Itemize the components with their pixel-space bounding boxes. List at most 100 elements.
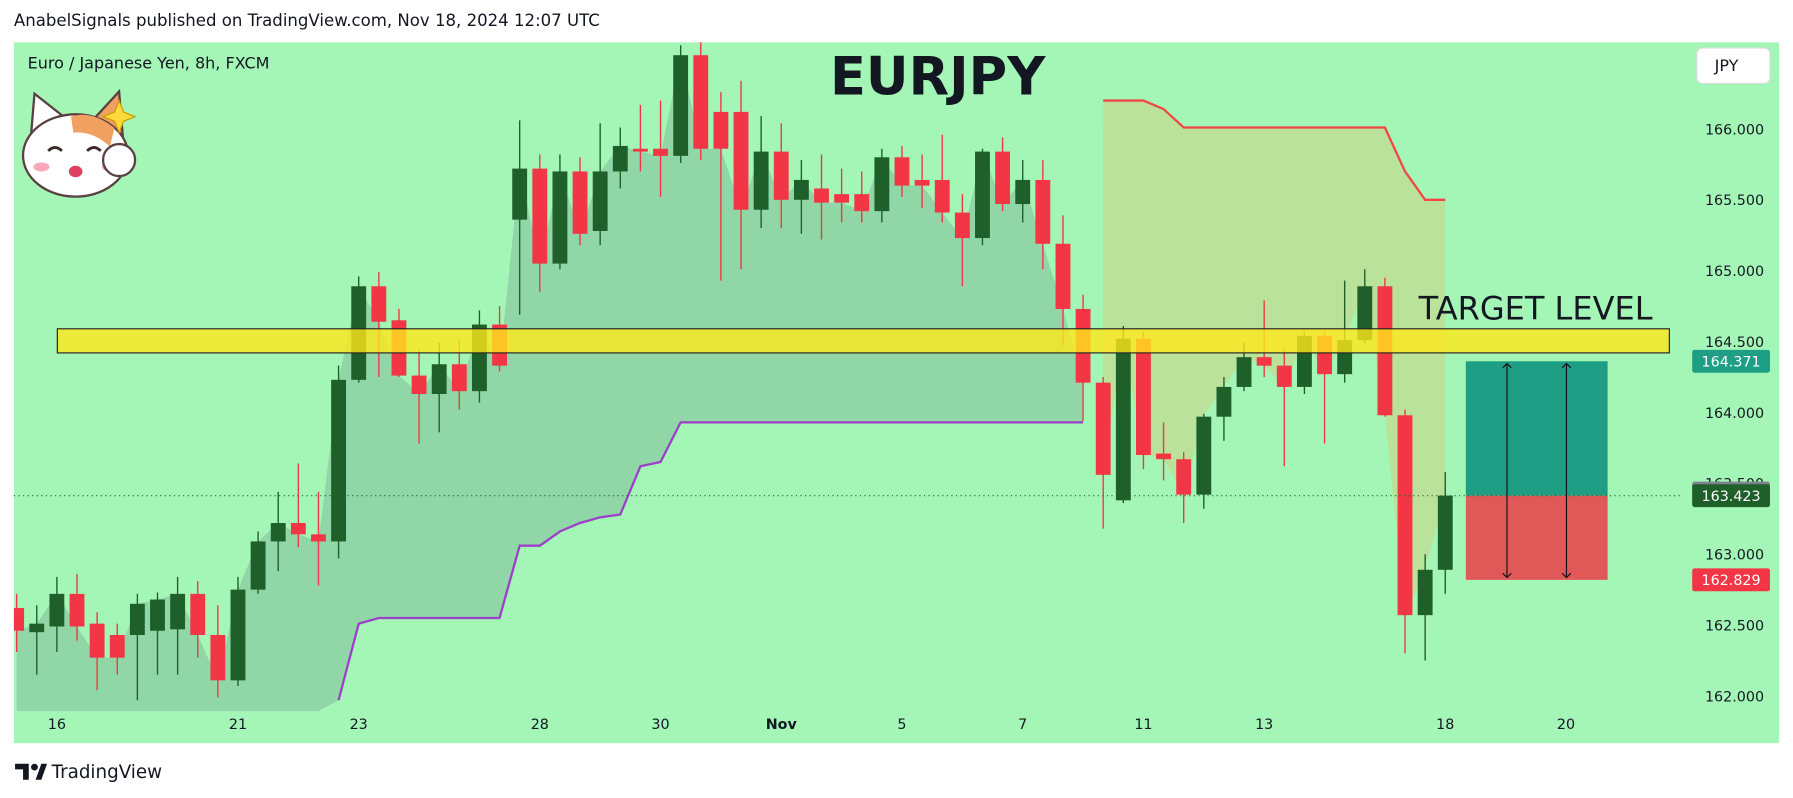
candle-body: [713, 111, 729, 149]
x-tick-label: 7: [1018, 717, 1027, 733]
candle-body: [673, 55, 689, 156]
chart-title: EURJPY: [830, 47, 1046, 108]
candle-body: [552, 171, 568, 264]
candle-body: [230, 589, 246, 681]
candle-body: [170, 593, 186, 630]
candle-body: [89, 623, 105, 658]
candle-body: [109, 634, 125, 658]
candle-body: [572, 171, 588, 234]
candle-body: [854, 194, 870, 212]
price-tag-label: 163.423: [1702, 489, 1761, 505]
candle-body: [1055, 243, 1071, 309]
y-tick-label: 165.500: [1705, 193, 1764, 209]
y-tick-label: 162.000: [1705, 689, 1764, 705]
candle-body: [1035, 179, 1051, 244]
candle-body: [1216, 386, 1232, 417]
candle-body: [270, 523, 286, 542]
candle-body: [1115, 338, 1131, 501]
candle-body: [1095, 382, 1111, 475]
y-tick-label: 164.000: [1705, 406, 1764, 422]
candle-body: [914, 179, 930, 186]
currency-button[interactable]: [1696, 47, 1771, 85]
candle-body: [814, 188, 829, 203]
candle-body: [773, 151, 789, 200]
x-tick-label: 30: [651, 717, 669, 733]
candle-body: [250, 541, 266, 590]
y-tick-label: 164.500: [1705, 335, 1764, 351]
candle-body: [1176, 459, 1192, 495]
candle-body: [129, 603, 145, 635]
candle-body: [371, 286, 387, 322]
candle-body: [934, 179, 950, 213]
candle-body: [331, 379, 347, 542]
price-tag-label: 162.829: [1702, 573, 1761, 589]
x-tick-label: Nov: [766, 717, 798, 733]
candle-body: [431, 364, 447, 395]
candle-body: [612, 145, 628, 172]
currency-label: JPY: [1714, 56, 1739, 75]
candle-body: [975, 151, 990, 239]
overlay-fill: [1103, 100, 1446, 616]
plot-area: [13, 42, 1670, 712]
candle-body: [834, 194, 850, 203]
y-tick-label: 163.000: [1705, 548, 1764, 564]
candle-body: [1276, 365, 1292, 387]
price-tag: [1692, 484, 1770, 508]
candle-body: [532, 168, 548, 264]
overlay-line: [337, 421, 1084, 701]
candle-body: [954, 212, 970, 239]
candle-body: [311, 534, 326, 542]
candle-body: [1136, 338, 1151, 455]
x-tick-label: 5: [897, 717, 906, 733]
x-tick-label: 28: [531, 717, 549, 733]
candle-body: [733, 111, 749, 210]
price-tag-label: 164.371: [1702, 354, 1761, 370]
candle-body: [69, 593, 85, 627]
candle-body: [632, 148, 648, 152]
publish-header: AnabelSignals published on TradingView.c…: [14, 11, 600, 30]
x-tick-label: 13: [1255, 717, 1273, 733]
candle-body: [29, 623, 45, 633]
candle-body: [150, 599, 165, 631]
x-tick-label: 21: [229, 717, 247, 733]
y-tick-label: 165.000: [1705, 264, 1764, 280]
x-tick-label: 18: [1436, 717, 1454, 733]
overlay-fill: [16, 55, 1084, 712]
target-zone: [56, 328, 1670, 354]
overlay-line: [1103, 99, 1446, 201]
candle-body: [190, 593, 206, 635]
x-tick-label: 20: [1557, 717, 1575, 733]
candle-body: [894, 157, 910, 186]
candle-body: [290, 523, 306, 535]
x-tick-label: 16: [48, 717, 66, 733]
position-profit: [1465, 361, 1608, 496]
candle-body: [995, 151, 1011, 205]
candle-body: [210, 634, 226, 681]
candle-body: [451, 364, 467, 392]
candle-body: [1417, 569, 1433, 616]
price-tag: [1692, 349, 1770, 373]
candle-body: [1196, 416, 1212, 495]
x-tick-label: 11: [1134, 717, 1152, 733]
candle-body: [1236, 357, 1252, 387]
footer-brand: TradingView: [51, 762, 163, 783]
symbol-legend: Euro / Japanese Yen, 8h, FXCM: [28, 54, 270, 73]
cat-sticker: [21, 88, 137, 198]
candle-body: [793, 179, 809, 200]
y-tick-label: 162.500: [1705, 618, 1764, 634]
candle-body: [13, 608, 25, 631]
candle-body: [49, 593, 65, 627]
candle-body: [1397, 415, 1413, 616]
candle-body: [1357, 286, 1373, 341]
candle-body: [874, 157, 890, 212]
candle-body: [1015, 179, 1031, 205]
price-tag: [1692, 568, 1770, 592]
candle-body: [1437, 495, 1453, 570]
x-tick-label: 23: [350, 717, 368, 733]
candle-body: [693, 55, 709, 149]
candle-body: [753, 151, 769, 210]
candle-body: [1256, 357, 1272, 366]
